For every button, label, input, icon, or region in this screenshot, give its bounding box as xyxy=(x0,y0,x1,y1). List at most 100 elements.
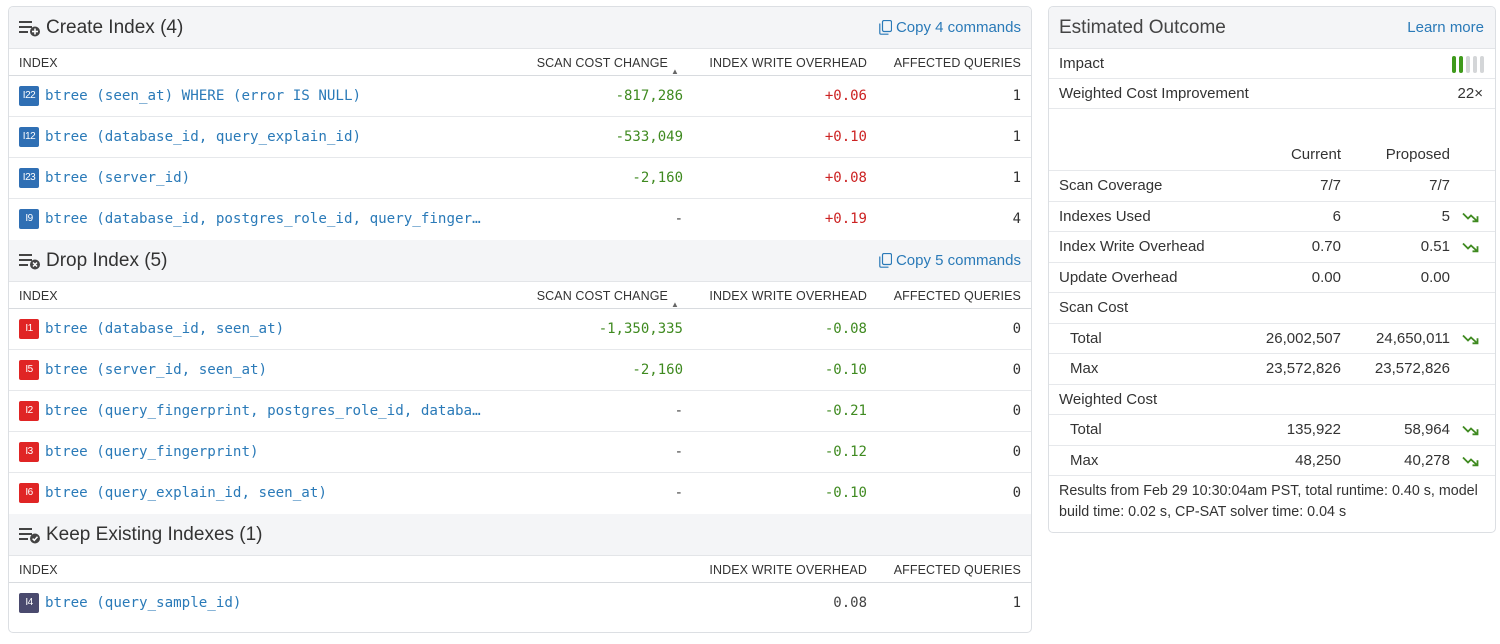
index-definition-link[interactable]: btree (query_explain_id, seen_at) xyxy=(45,485,327,501)
weighted-improvement-label: Weighted Cost Improvement xyxy=(1059,85,1249,102)
index-write-overhead: 0.08 xyxy=(833,595,867,611)
outcome-row: Total 135,922 58,964 xyxy=(1049,415,1495,446)
copy-icon xyxy=(879,253,892,268)
column-header-current: Current xyxy=(1290,146,1341,163)
index-write-overhead: +0.06 xyxy=(824,88,867,104)
index-badge: I5 xyxy=(19,360,39,380)
index-definition-link[interactable]: btree (server_id, seen_at) xyxy=(45,362,268,378)
index-definition-link[interactable]: btree (database_id, seen_at) xyxy=(45,321,285,337)
column-header-proposed: Proposed xyxy=(1385,146,1450,163)
index-definition-link[interactable]: btree (query_fingerprint) xyxy=(45,444,259,460)
outcome-header: Estimated Outcome Learn more xyxy=(1049,7,1495,49)
affected-queries: 1 xyxy=(1012,170,1021,186)
copy-label: Copy 5 commands xyxy=(895,252,1021,269)
create-index-header: Create Index (4) Copy 4 commands xyxy=(9,7,1031,49)
current-value: 7/7 xyxy=(1320,177,1341,194)
column-header-scan-cost[interactable]: SCAN COST CHANGE▲ xyxy=(536,56,679,76)
column-header-write-overhead[interactable]: INDEX WRITE OVERHEAD xyxy=(709,56,867,70)
outcome-row: Index Write Overhead 0.70 0.51 xyxy=(1049,232,1495,263)
column-header-scan-cost[interactable]: SCAN COST CHANGE▲ xyxy=(536,289,679,309)
outcome-row: Weighted Cost xyxy=(1049,385,1495,415)
scan-cost-change: - xyxy=(674,444,683,460)
index-definition-link[interactable]: btree (database_id, postgres_role_id, qu… xyxy=(45,211,481,227)
proposed-value: 0.51 xyxy=(1420,238,1450,255)
scan-cost-change: - xyxy=(674,403,683,419)
metric-label: Scan Coverage xyxy=(1059,177,1163,194)
section-title: Drop Index (5) xyxy=(46,249,168,271)
trend-down-icon xyxy=(1462,332,1479,349)
index-badge: I4 xyxy=(19,593,39,613)
impact-meter xyxy=(1452,56,1484,73)
outcome-row: Total 26,002,507 24,650,011 xyxy=(1049,324,1495,354)
affected-queries: 1 xyxy=(1012,129,1021,145)
current-value: 48,250 xyxy=(1295,451,1341,469)
scan-cost-change: - xyxy=(674,485,683,501)
table-row: I3 btree (query_fingerprint) - -0.12 0 xyxy=(9,432,1031,473)
column-header-affected-queries[interactable]: AFFECTED QUERIES xyxy=(893,56,1021,70)
index-badge: I3 xyxy=(19,442,39,462)
copy-icon xyxy=(879,20,892,35)
outcome-table-header: Current Proposed xyxy=(1049,140,1495,171)
scan-cost-change: -533,049 xyxy=(615,129,683,145)
current-value: 0.70 xyxy=(1311,238,1341,255)
proposed-value: 24,650,011 xyxy=(1376,329,1450,347)
affected-queries: 1 xyxy=(1012,88,1021,104)
weighted-improvement-value: 22× xyxy=(1457,85,1483,102)
affected-queries: 0 xyxy=(1012,485,1021,501)
metric-label: Total xyxy=(1070,329,1102,347)
estimated-outcome-panel: Estimated Outcome Learn more Impact Weig… xyxy=(1048,6,1496,533)
table-row: I4 btree (query_sample_id) 0.08 1 xyxy=(9,583,1031,624)
scan-cost-change: -2,160 xyxy=(632,170,683,186)
column-header-index[interactable]: INDEX xyxy=(19,563,58,577)
copy-create-commands-button[interactable]: Copy 4 commands xyxy=(879,19,1021,36)
table-row: I22 btree (seen_at) WHERE (error IS NULL)… xyxy=(9,76,1031,117)
table-row: I1 btree (database_id, seen_at) -1,350,335… xyxy=(9,309,1031,350)
list-plus-icon xyxy=(19,19,41,37)
index-definition-link[interactable]: btree (query_sample_id) xyxy=(45,595,242,611)
affected-queries: 4 xyxy=(1012,211,1021,227)
affected-queries: 0 xyxy=(1012,403,1021,419)
column-header-write-overhead[interactable]: INDEX WRITE OVERHEAD xyxy=(709,289,867,303)
copy-drop-commands-button[interactable]: Copy 5 commands xyxy=(879,252,1021,269)
affected-queries: 0 xyxy=(1012,362,1021,378)
outcome-row: Scan Cost xyxy=(1049,293,1495,324)
proposed-value: 7/7 xyxy=(1429,177,1450,194)
index-definition-link[interactable]: btree (query_fingerprint, postgres_role_… xyxy=(45,403,481,419)
index-badge: I9 xyxy=(19,209,39,229)
column-header-affected-queries[interactable]: AFFECTED QUERIES xyxy=(893,563,1021,577)
index-definition-link[interactable]: btree (seen_at) WHERE (error IS NULL) xyxy=(45,88,362,104)
index-badge: I2 xyxy=(19,401,39,421)
outcome-row: Max 23,572,826 23,572,826 xyxy=(1049,354,1495,385)
scan-cost-change: -817,286 xyxy=(615,88,683,104)
metric-label: Max xyxy=(1070,451,1099,469)
column-header-index[interactable]: INDEX xyxy=(19,289,58,303)
metric-label: Weighted Cost xyxy=(1059,390,1158,408)
scan-cost-change: - xyxy=(674,211,683,227)
column-header-affected-queries[interactable]: AFFECTED QUERIES xyxy=(893,289,1021,303)
table-row: I12 btree (database_id, query_explain_id)… xyxy=(9,117,1031,158)
index-recommendations-panel: Create Index (4) Copy 4 commands INDEX S… xyxy=(8,6,1032,633)
metric-label: Max xyxy=(1070,360,1099,377)
index-definition-link[interactable]: btree (server_id) xyxy=(45,170,191,186)
list-check-icon xyxy=(19,526,41,544)
trend-down-icon xyxy=(1462,454,1479,471)
trend-down-icon xyxy=(1462,240,1479,257)
metric-label: Scan Cost xyxy=(1059,299,1129,316)
create-table-header: INDEX SCAN COST CHANGE▲ INDEX WRITE OVER… xyxy=(9,49,1031,76)
current-value: 135,922 xyxy=(1286,421,1341,438)
impact-bar xyxy=(1459,56,1463,73)
proposed-value: 0.00 xyxy=(1420,268,1450,286)
current-value: 23,572,826 xyxy=(1265,360,1341,377)
current-value: 26,002,507 xyxy=(1265,329,1341,347)
index-definition-link[interactable]: btree (database_id, query_explain_id) xyxy=(45,129,362,145)
column-header-write-overhead[interactable]: INDEX WRITE OVERHEAD xyxy=(709,563,867,577)
index-badge: I1 xyxy=(19,319,39,339)
impact-bar xyxy=(1452,56,1456,73)
section-title: Keep Existing Indexes (1) xyxy=(46,523,263,545)
metric-label: Indexes Used xyxy=(1059,207,1151,225)
outcome-title: Estimated Outcome xyxy=(1059,17,1226,38)
column-header-index[interactable]: INDEX xyxy=(19,56,58,70)
index-badge: I12 xyxy=(19,127,39,147)
proposed-value: 58,964 xyxy=(1404,421,1450,438)
learn-more-link[interactable]: Learn more xyxy=(1407,19,1484,36)
